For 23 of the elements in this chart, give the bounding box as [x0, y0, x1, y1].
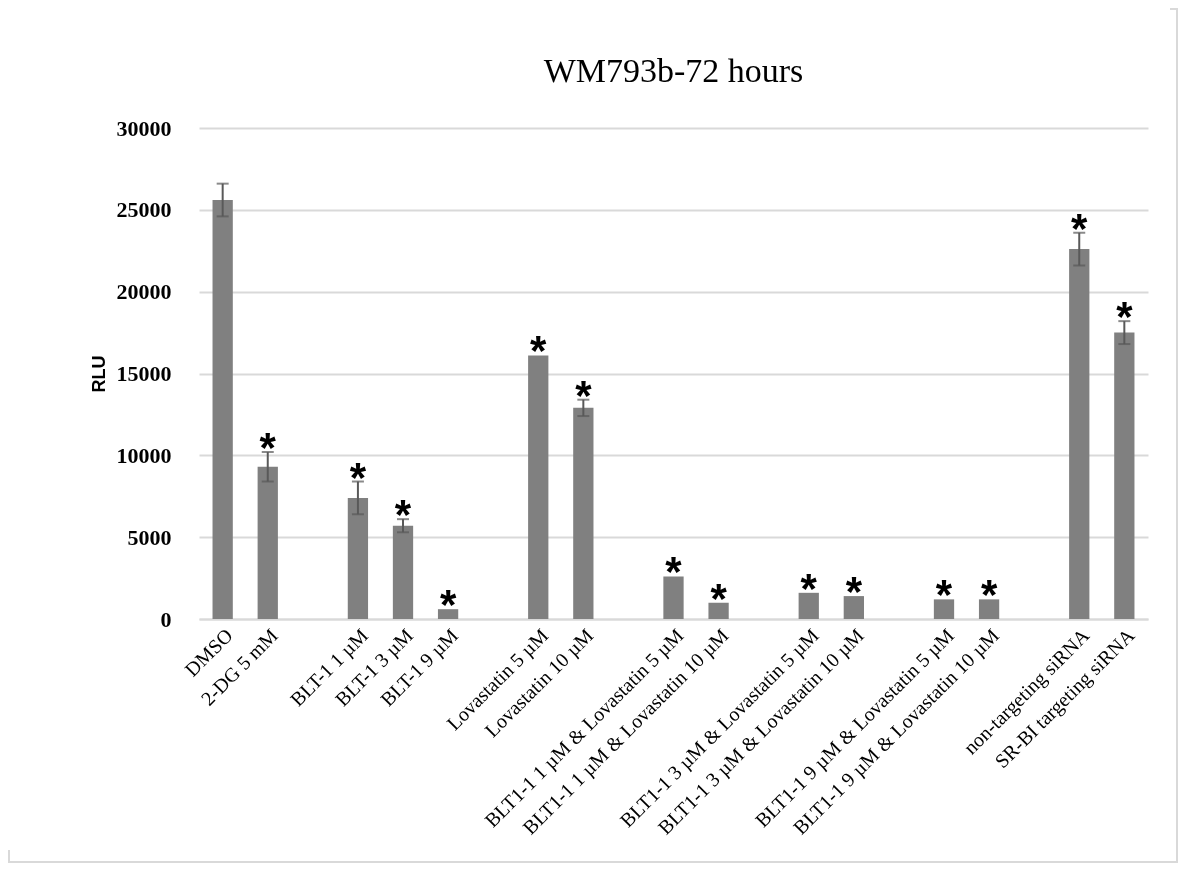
annotation: * — [439, 581, 457, 629]
annotation: * — [710, 574, 728, 622]
y-tick-label: 5000 — [127, 524, 172, 550]
y-axis-title: RLU — [88, 355, 109, 393]
y-tick-label: 25000 — [116, 197, 172, 223]
annotation: * — [1116, 293, 1134, 341]
annotation: * — [935, 571, 953, 619]
y-tick-label: 0 — [160, 606, 172, 632]
annotation: * — [349, 453, 367, 501]
chart-title: WM793b-72 hours — [543, 52, 804, 89]
annotation: * — [800, 564, 818, 612]
annotation: * — [1071, 204, 1089, 252]
y-tick-label: 10000 — [116, 442, 172, 468]
annotation: * — [665, 548, 683, 596]
y-tick-label: 20000 — [116, 279, 172, 305]
annotation: * — [575, 371, 593, 419]
annotation: * — [980, 571, 998, 619]
y-tick-label: 30000 — [116, 115, 172, 141]
annotation: * — [845, 568, 863, 616]
y-tick-label: 15000 — [116, 361, 172, 386]
annotation: * — [259, 424, 277, 472]
annotation: * — [394, 491, 412, 539]
annotation: * — [530, 327, 548, 375]
